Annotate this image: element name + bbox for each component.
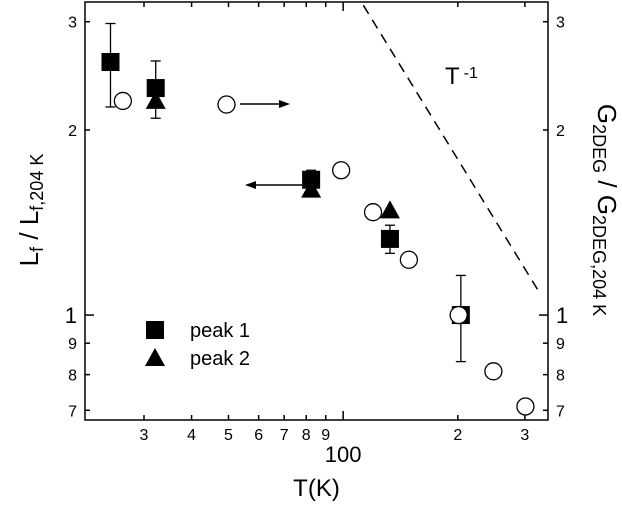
point-triangle	[145, 90, 166, 109]
point-triangle	[379, 200, 400, 219]
point-circle-open	[516, 397, 535, 416]
left-y-tick-label: 3	[68, 15, 77, 32]
x-tick-label: 5	[224, 427, 233, 444]
y2-axis-label-part: G	[592, 104, 622, 124]
x-axis-label: T(K)	[293, 475, 340, 502]
point-circle-open	[332, 161, 351, 180]
x-tick-label: 100	[325, 442, 362, 467]
x-tick-label: 3	[140, 427, 149, 444]
x-tick-label: 9	[321, 427, 330, 444]
point-square	[101, 52, 120, 71]
point-square	[380, 229, 399, 248]
annotation-base: T	[445, 63, 460, 90]
right-y-tick-label: 9	[556, 336, 565, 353]
annotation-sup: -1	[464, 65, 478, 82]
left-y-tick-label: 8	[68, 368, 77, 385]
right-y-tick-label: 2	[556, 123, 565, 140]
arrow-left	[245, 181, 302, 189]
left-y-tick-label: 2	[68, 123, 77, 140]
arrow-right	[240, 100, 290, 108]
point-triangle	[301, 179, 322, 198]
legend-label: peak 1	[190, 320, 250, 342]
point-square	[146, 79, 165, 98]
right-y-tick-label: 1	[556, 303, 568, 328]
y-axis-label-sub: f,204 K	[27, 154, 47, 211]
left-y-tick-label: 1	[65, 303, 77, 328]
point-circle-open	[449, 305, 468, 325]
x-tick-label: 8	[302, 427, 311, 444]
y-axis-label-part: L	[14, 252, 44, 266]
y2-axis-label-sub: 2DEG	[590, 124, 610, 173]
legend-marker	[146, 321, 164, 339]
point-circle-open	[113, 91, 133, 111]
left-y-tick-label: 9	[68, 336, 77, 353]
y2-axis-label-sub: 2DEG,204 K	[590, 215, 610, 316]
right-y-tick-label: 3	[556, 15, 565, 32]
plot-frame	[84, 1, 549, 421]
y2-axis-label-part: / G	[592, 173, 622, 215]
x-tick-label: 3	[520, 427, 529, 444]
point-circle-open	[399, 250, 419, 269]
left-y-tick-label: 7	[68, 403, 77, 420]
right-y-tick-label: 8	[556, 368, 565, 385]
x-tick-label: 6	[254, 427, 263, 444]
y-axis-label: Lf / Lf,204 K	[14, 154, 47, 267]
trend-line	[362, 4, 542, 295]
x-tick-label: 7	[280, 427, 289, 444]
y-axis-label-part: / L	[14, 211, 44, 247]
point-circle-open	[484, 362, 503, 381]
legend-marker	[145, 348, 165, 366]
legend-label: peak 2	[190, 348, 250, 370]
annotation: T -1	[445, 63, 478, 90]
x-tick-label: 2	[453, 427, 462, 444]
x-tick-label: 4	[187, 427, 196, 444]
point-circle-open	[363, 203, 383, 222]
point-circle-open	[217, 95, 236, 114]
y-axis-label-sub: f	[27, 246, 47, 252]
y2-axis-label: G2DEG / G2DEG,204 K	[590, 104, 622, 316]
right-y-tick-label: 7	[556, 403, 565, 420]
